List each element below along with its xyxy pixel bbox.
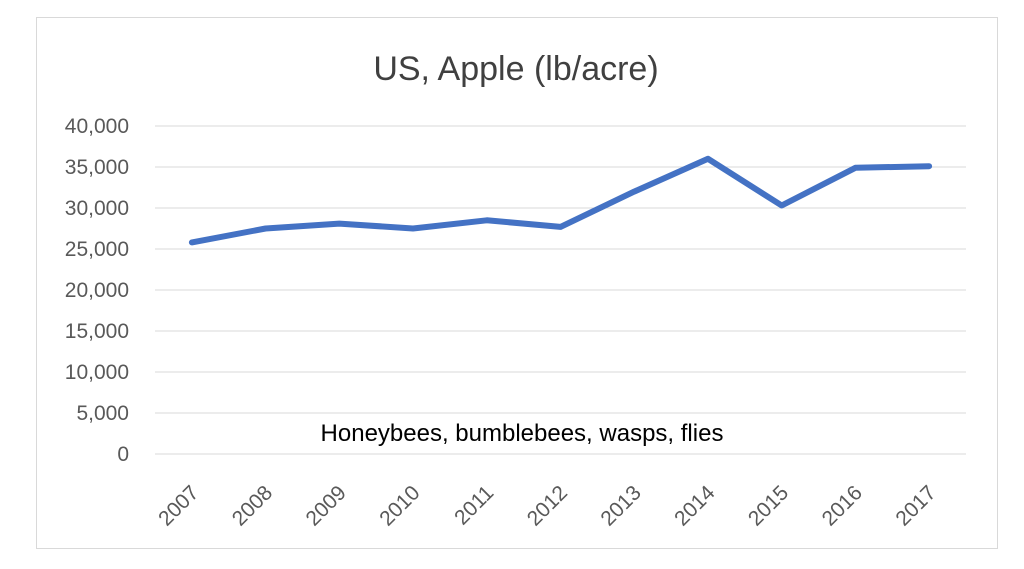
x-tick-label: 2010 bbox=[375, 481, 424, 530]
x-tick-label: 2016 bbox=[818, 481, 867, 530]
x-tick-label: 2014 bbox=[670, 481, 720, 531]
x-tick-label: 2017 bbox=[891, 481, 940, 530]
y-tick-label: 35,000 bbox=[65, 156, 129, 179]
series-line bbox=[188, 155, 933, 246]
x-tick-label: 2008 bbox=[228, 481, 277, 530]
y-tick-label: 10,000 bbox=[65, 361, 129, 384]
y-tick-label: 20,000 bbox=[65, 279, 129, 302]
gridlines bbox=[155, 125, 966, 455]
y-axis-tick-labels: 0 5,000 10,000 15,000 20,000 25,000 30,000 35,0… bbox=[65, 115, 129, 466]
y-tick-label: 5,000 bbox=[76, 402, 129, 425]
x-tick-label: 2012 bbox=[523, 481, 572, 530]
chart-title: US, Apple (lb/acre) bbox=[373, 50, 658, 88]
x-axis-tick-labels: 2007 2008 2009 2010 2011 2012 2013 2014 2015 2016… bbox=[154, 481, 941, 531]
x-tick-label: 2013 bbox=[596, 481, 645, 530]
y-tick-label: 15,000 bbox=[65, 320, 129, 343]
chart-annotation: Honeybees, bumblebees, wasps, flies bbox=[321, 420, 724, 447]
chart-frame bbox=[36, 17, 998, 549]
y-tick-label: 0 bbox=[117, 443, 129, 466]
x-tick-label: 2009 bbox=[302, 481, 351, 530]
y-tick-label: 30,000 bbox=[65, 197, 129, 220]
x-tick-label: 2011 bbox=[450, 481, 498, 529]
x-tick-label: 2015 bbox=[744, 481, 793, 530]
y-tick-label: 25,000 bbox=[65, 238, 129, 261]
y-tick-label: 40,000 bbox=[65, 115, 129, 138]
x-tick-label: 2007 bbox=[154, 481, 203, 530]
